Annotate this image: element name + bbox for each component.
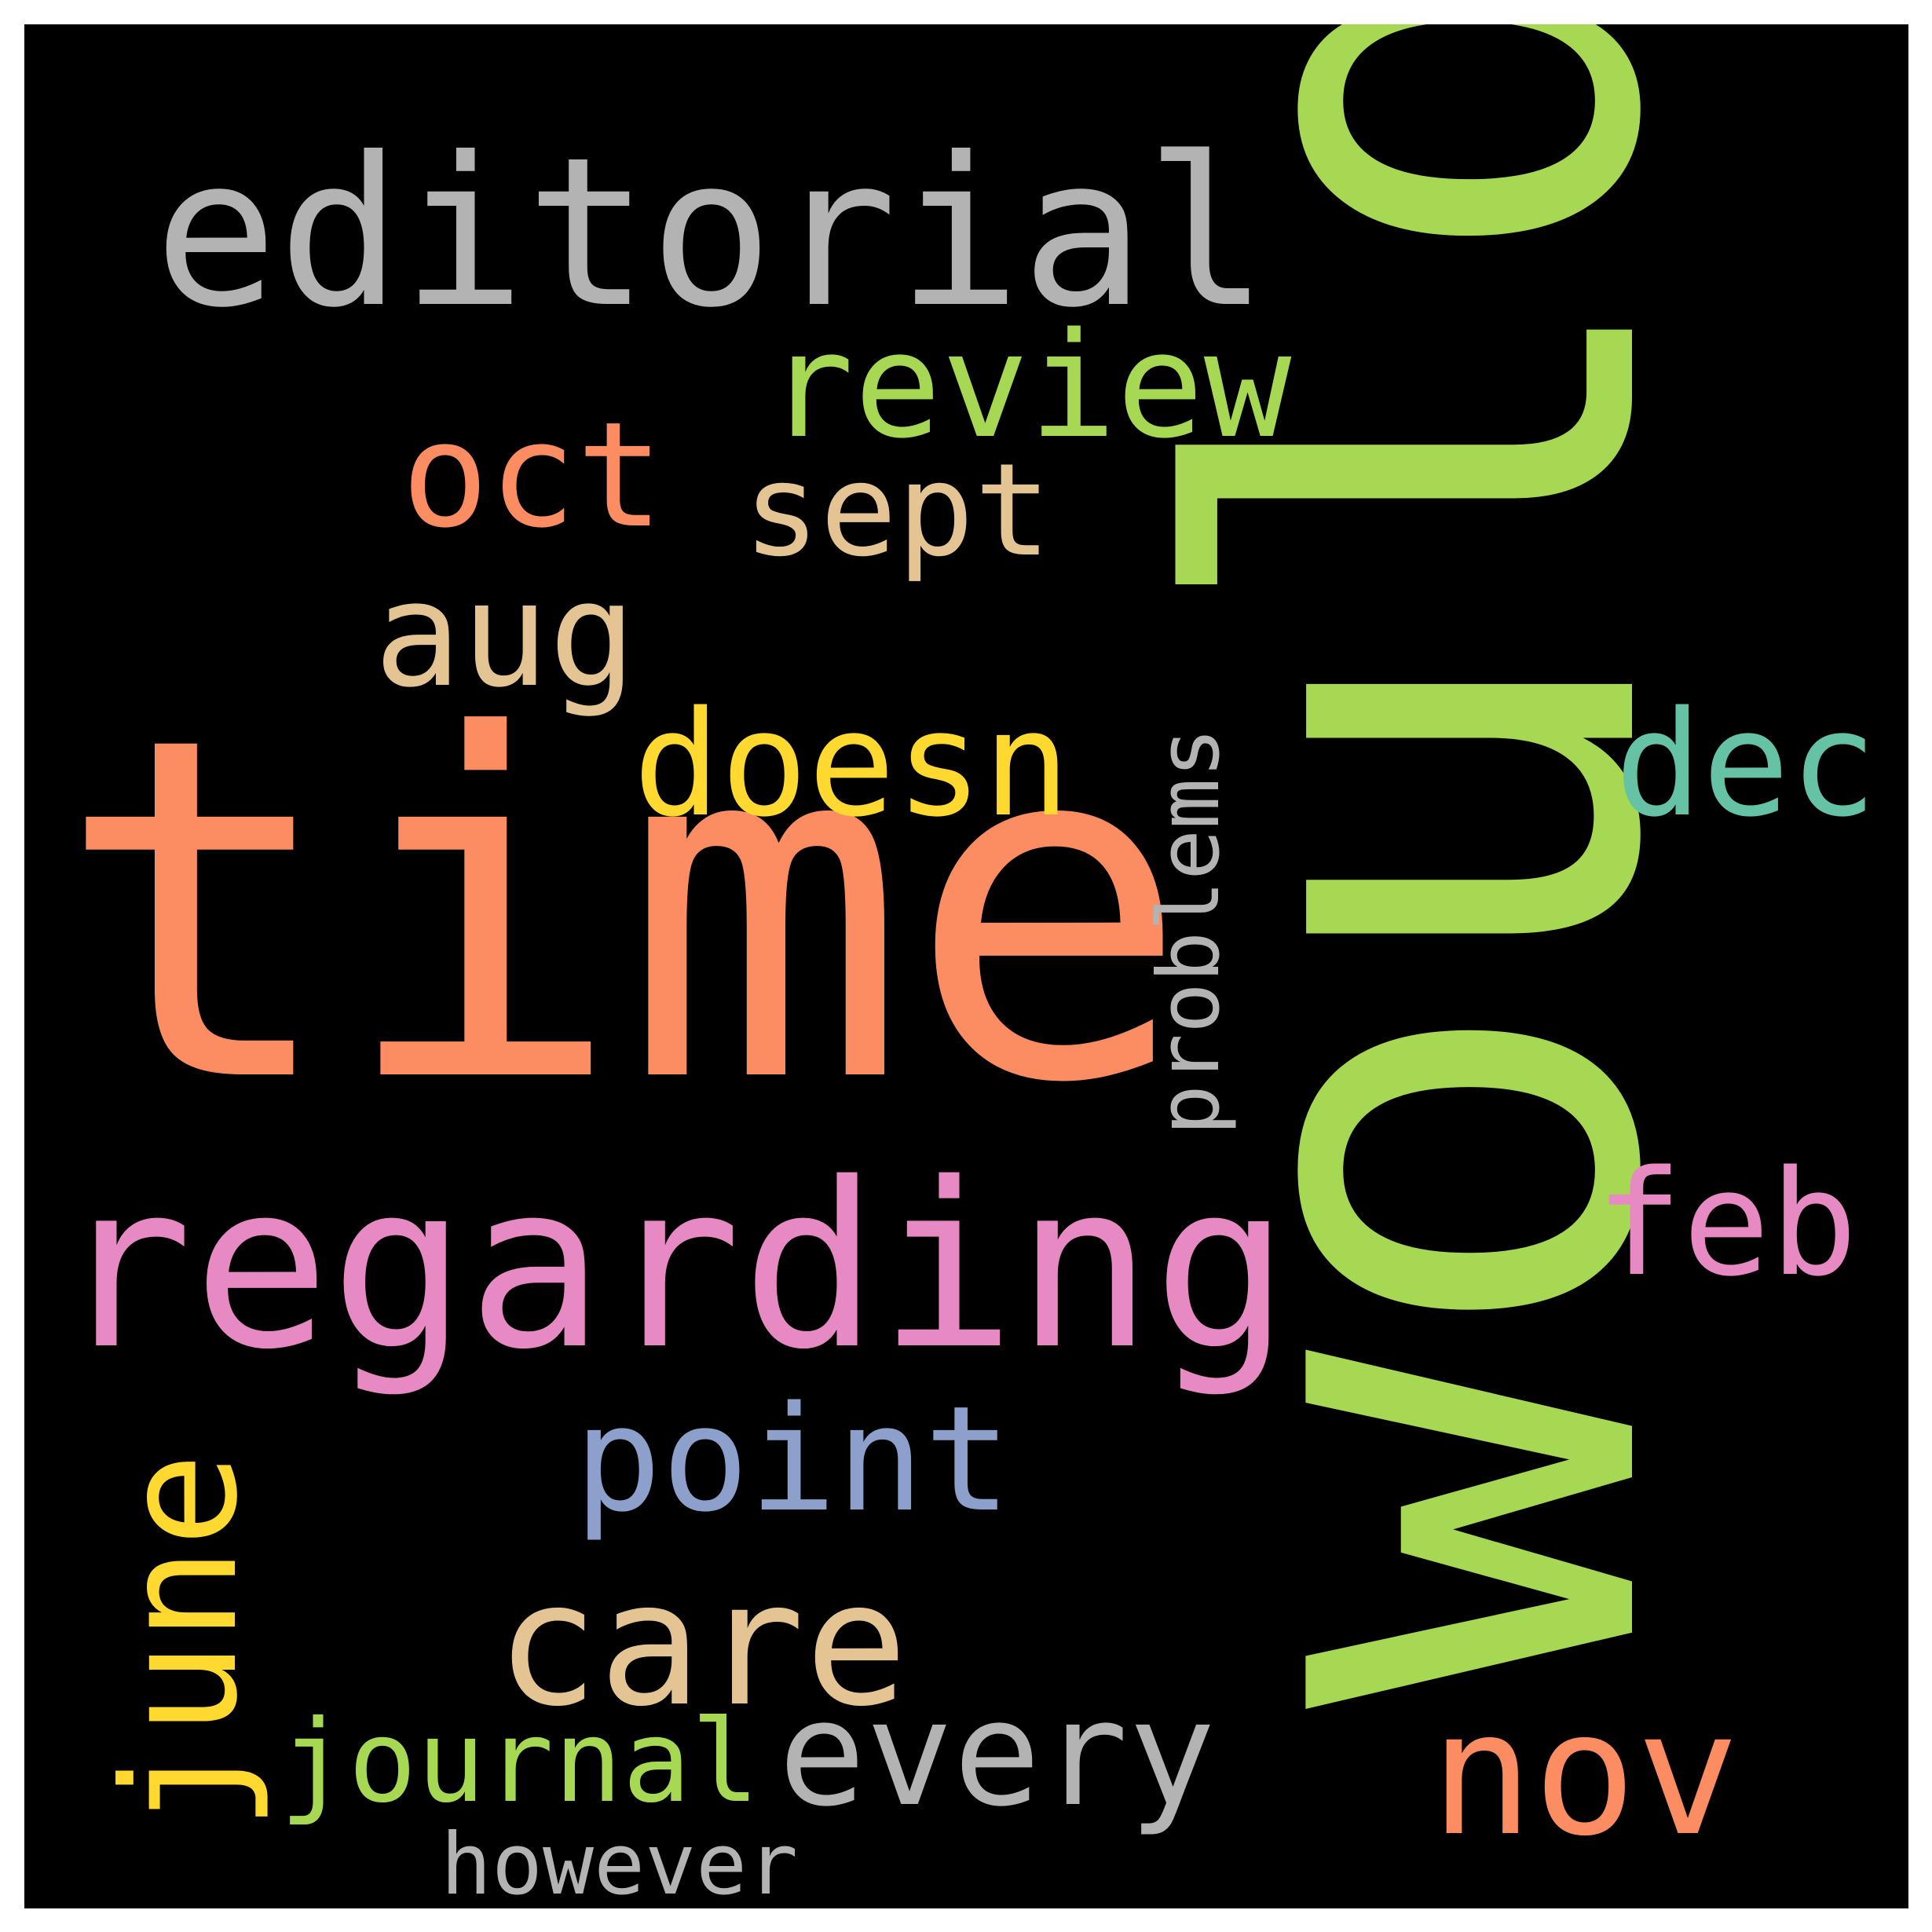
word-point: point bbox=[574, 1374, 1012, 1544]
word-cloud: would time regarding editorial review oc… bbox=[24, 24, 1908, 1908]
word-dec: dec bbox=[1615, 679, 1878, 849]
word-sept: sept bbox=[743, 437, 1052, 585]
word-time: time bbox=[56, 637, 1191, 1186]
word-doesn: doesn bbox=[633, 679, 1070, 849]
word-aug: aug bbox=[374, 550, 637, 719]
word-problems: problems bbox=[1140, 726, 1239, 1136]
word-review: review bbox=[767, 301, 1292, 470]
word-journal: journal bbox=[280, 1696, 760, 1828]
word-regarding: regarding bbox=[56, 1135, 1290, 1400]
word-care: care bbox=[496, 1546, 908, 1744]
word-every: every bbox=[778, 1669, 1216, 1839]
word-june: june bbox=[90, 1452, 273, 1831]
word-feb: feb bbox=[1595, 1139, 1858, 1308]
word-editorial: editorial bbox=[154, 113, 1269, 353]
word-oct: oct bbox=[401, 390, 664, 560]
word-however: however bbox=[441, 1816, 799, 1908]
word-nov: nov bbox=[1430, 1675, 1740, 1874]
